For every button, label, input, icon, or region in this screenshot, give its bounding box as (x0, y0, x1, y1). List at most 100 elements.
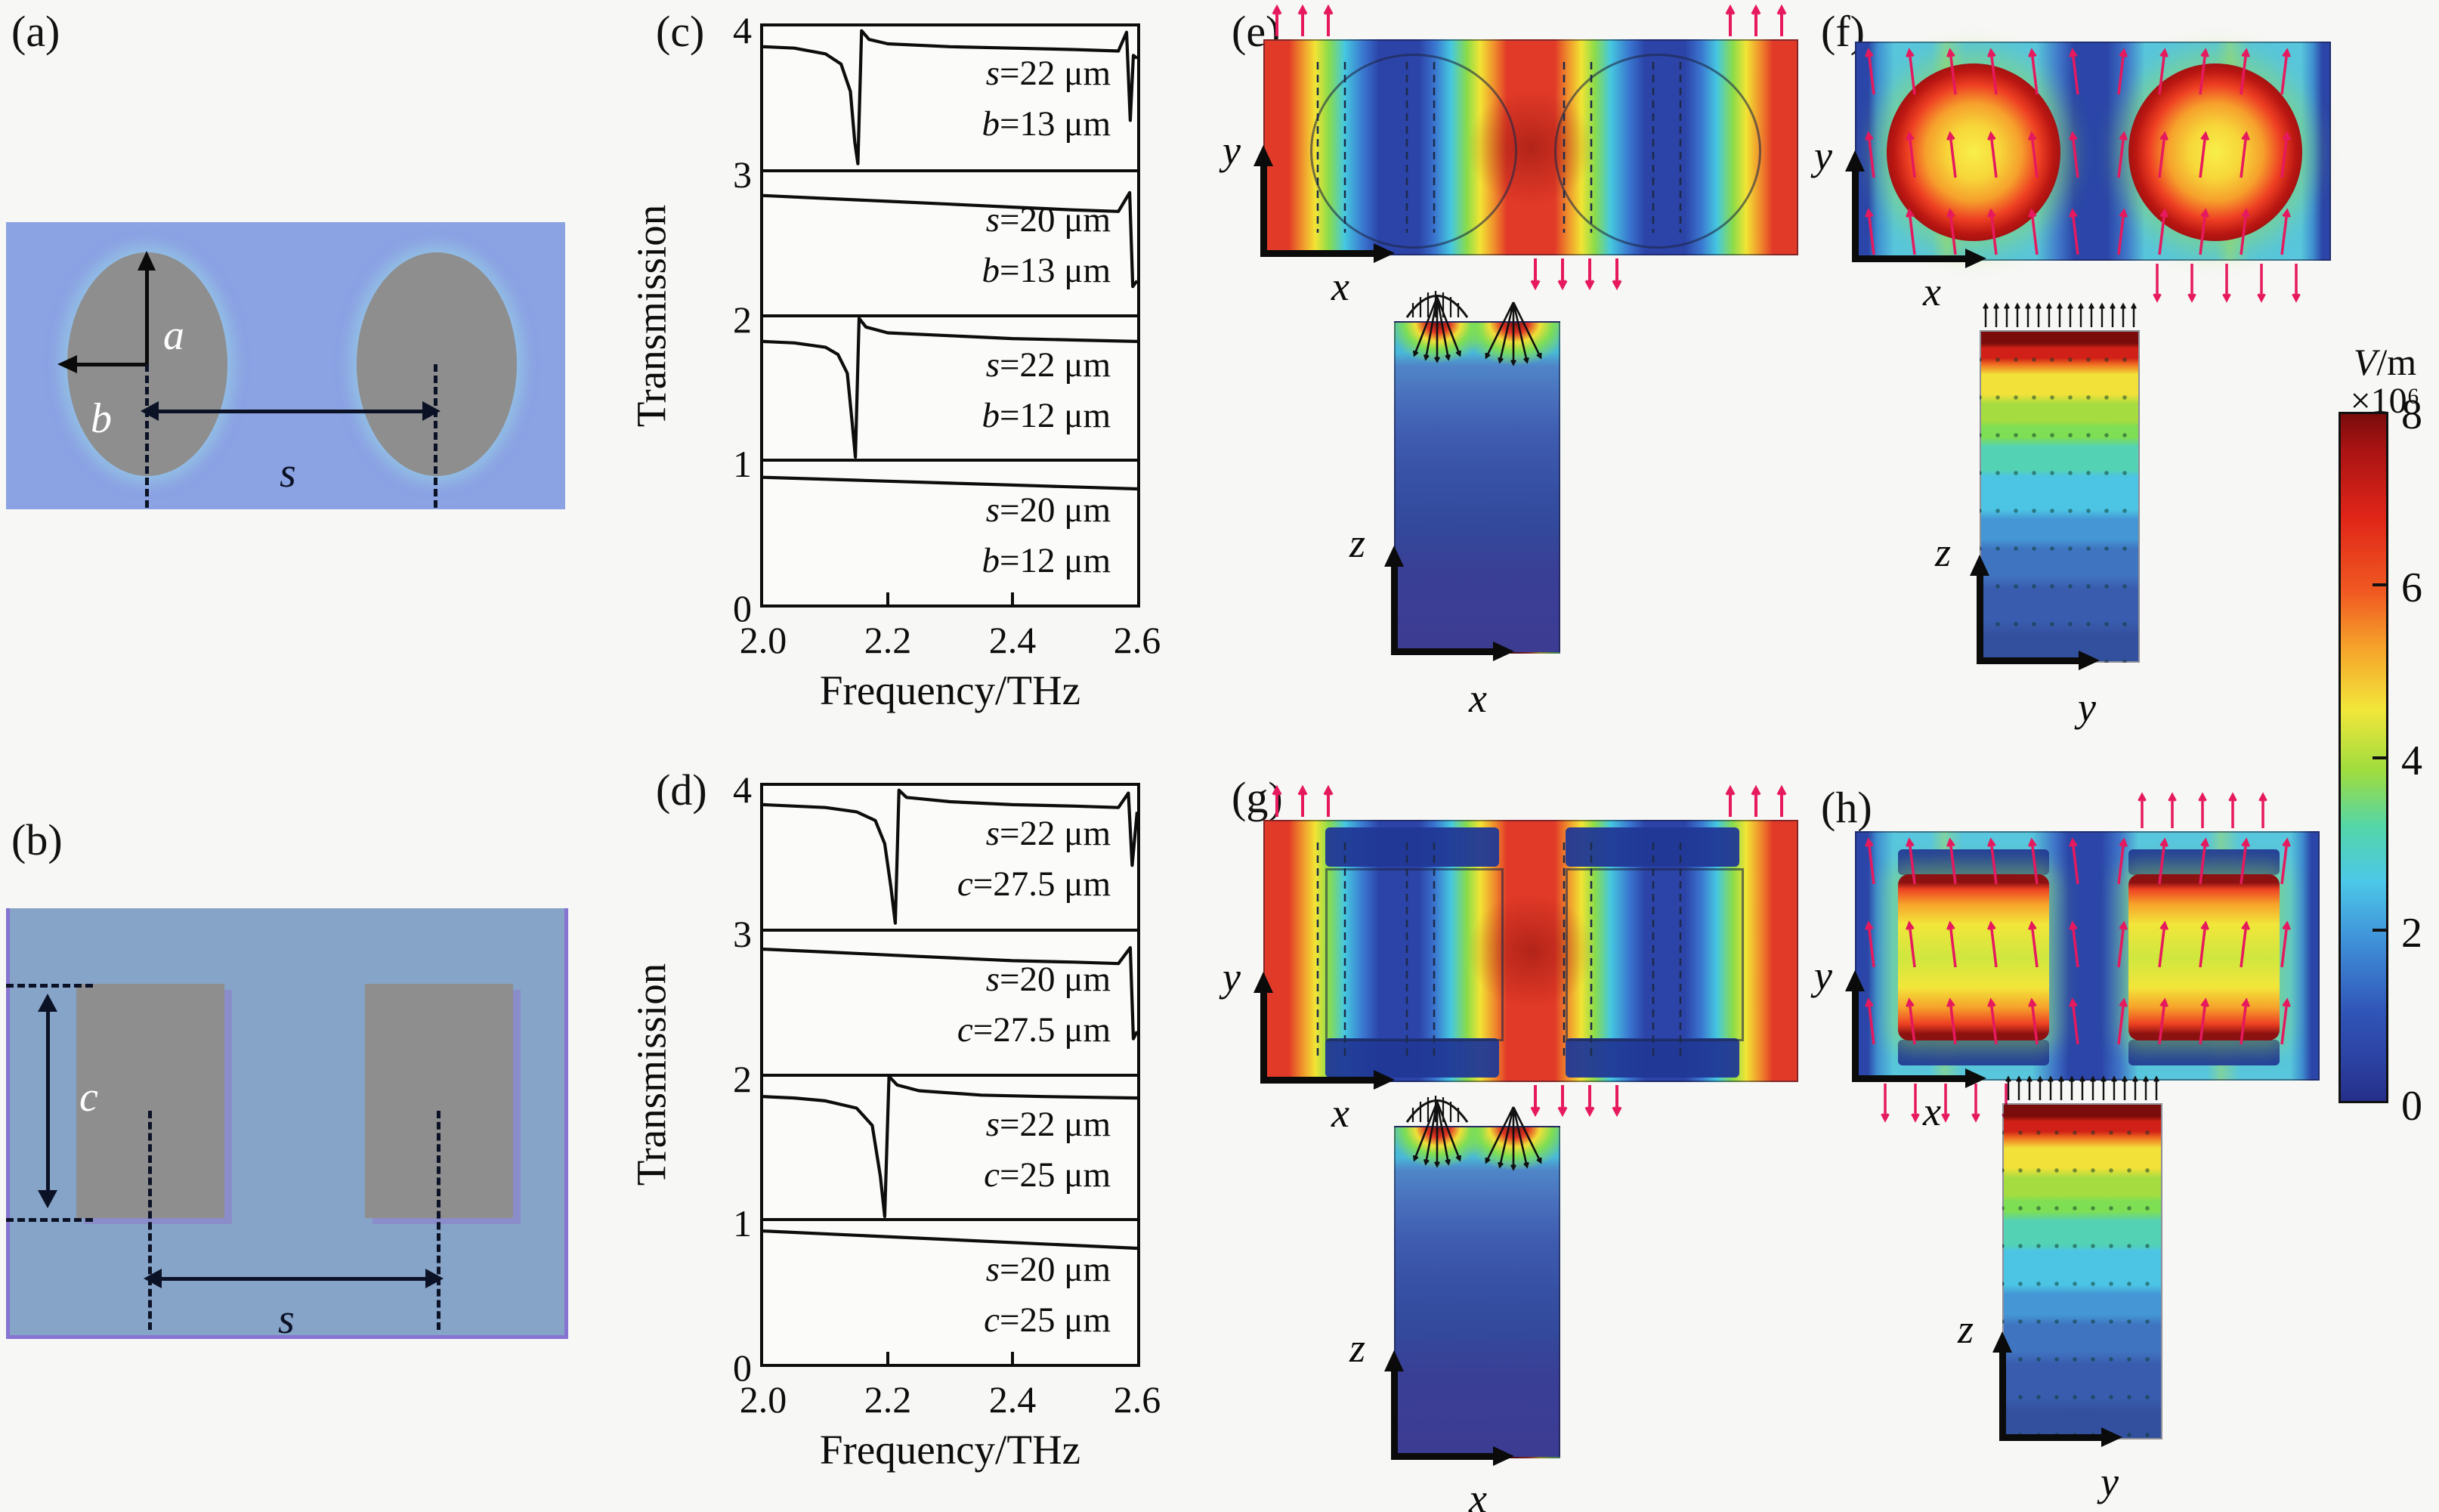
annotation-value: =20 μm (999, 960, 1111, 999)
y-tick-label: 0 (733, 587, 752, 629)
annotation-var: c (984, 1300, 1000, 1340)
dark-cap (1898, 1040, 2049, 1065)
schematic-ellipse-unit-cell: a b s (6, 222, 565, 509)
x-tick-label: 2.0 (739, 1378, 787, 1421)
colorbar-tick-label: 4 (2401, 737, 2422, 784)
dim-label-c: c (79, 1074, 98, 1121)
hot-square (2128, 874, 2280, 1040)
annotation-value: =13 μm (999, 104, 1111, 144)
y-axis-arrow (1999, 1427, 2122, 1447)
dim-arrow-c (38, 994, 57, 1208)
x-tick-mark (886, 1352, 889, 1364)
annotation-value: =20 μm (999, 490, 1111, 530)
hot-ellipse (2128, 63, 2302, 241)
x-axis-title: Frequency/THz (819, 667, 1081, 713)
y-tick-label: 2 (733, 1058, 752, 1100)
y-tick-label: 1 (733, 1202, 752, 1245)
x-tick-label: 2.4 (988, 1378, 1037, 1421)
annotation-value: =12 μm (999, 541, 1111, 580)
colorbar-tick-mark (2373, 929, 2386, 932)
x-tick-label: 2.2 (864, 1378, 912, 1421)
annotation-var: s (985, 490, 1000, 530)
centerline-right-dashed (437, 1111, 441, 1330)
x-tick-mark (1011, 592, 1014, 604)
annotation-var: b (981, 104, 1000, 144)
panel-letter-c: (c) (656, 7, 705, 56)
ellipse-hole-outline (1310, 54, 1517, 249)
x-axis-arrow (1260, 1070, 1395, 1090)
colorbar-tick-mark (2373, 583, 2386, 586)
annotation-value: =27.5 μm (972, 1010, 1111, 1050)
y-axis-title: Transmission (628, 963, 675, 1186)
bell-curve (1405, 1099, 1469, 1123)
curve-annotation: s=22 μm c=27.5 μm (957, 809, 1111, 910)
square-hole-outline (1566, 868, 1744, 1041)
colorbar-tick-mark (2373, 756, 2386, 759)
panel-letter-b: (b) (11, 815, 63, 864)
axis-label-y: y (2078, 685, 2096, 730)
schematic-square-unit-cell: c s (6, 908, 568, 1343)
x-axis-arrow (1852, 249, 1986, 268)
x-tick-mark (1011, 1352, 1014, 1364)
annotation-value: =25 μm (999, 1155, 1111, 1195)
dim-label-a: a (163, 312, 184, 359)
dim-arrow-b (57, 355, 147, 373)
plot-divider (763, 458, 1137, 462)
annotation-value: =22 μm (999, 54, 1111, 93)
y-tick-label: 4 (733, 9, 752, 51)
field-map-g-top (1263, 820, 1798, 1082)
y-axis-arrow (1977, 651, 2100, 670)
axis-label-x: x (1469, 1476, 1487, 1512)
axis-label-x: x (1923, 1089, 1941, 1134)
y-axis-arrow (1845, 970, 1865, 1081)
dim-label-b: b (91, 395, 112, 442)
y-axis-arrow (1254, 145, 1273, 255)
curve-annotation: s=22 μm c=25 μm (984, 1099, 1111, 1201)
annotation-var: c (957, 1010, 973, 1050)
dark-cap (2128, 849, 2280, 875)
annotation-var: b (981, 251, 1000, 290)
y-tick-label: 4 (733, 768, 752, 811)
z-axis-arrow (1384, 1350, 1404, 1458)
annotation-var: s (985, 200, 1000, 240)
annotation-value: =27.5 μm (972, 864, 1111, 904)
x-axis-arrow (1391, 1446, 1514, 1466)
x-tick-label: 2.4 (988, 619, 1037, 661)
annotation-var: s (985, 345, 1000, 385)
annotation-value: =12 μm (999, 396, 1111, 435)
annotation-value: =13 μm (999, 251, 1111, 290)
annotation-value: =22 μm (999, 814, 1111, 853)
field-map-e-top (1263, 39, 1798, 255)
centerline-right-dashed (434, 364, 437, 508)
x-tick-label: 2.2 (864, 619, 912, 661)
panel-letter-h: (h) (1821, 783, 1872, 832)
plot-divider (763, 314, 1137, 317)
plot-divider (763, 1073, 1137, 1077)
axis-label-z: z (1935, 530, 1952, 575)
annotation-var: c (957, 864, 973, 904)
annotation-var: s (985, 1105, 1000, 1144)
annotation-var: b (981, 541, 1000, 580)
square-hole-outline (1325, 868, 1504, 1041)
panel-letter-a: (a) (11, 7, 60, 56)
curve-annotation: s=20 μm c=25 μm (984, 1245, 1111, 1346)
x-axis-title: Frequency/THz (819, 1427, 1081, 1473)
dark-cap (1566, 1038, 1739, 1078)
dim-label-s: s (278, 1296, 295, 1343)
annotation-var: c (984, 1155, 1000, 1195)
dark-cap (1325, 827, 1499, 867)
axis-label-y: y (1814, 953, 1832, 998)
curve-annotation: s=20 μm c=27.5 μm (957, 954, 1111, 1056)
x-axis-arrow (1391, 642, 1514, 661)
y-axis-arrow (1254, 972, 1273, 1082)
annotation-var: s (985, 1250, 1000, 1289)
curve-annotation: s=22 μm b=12 μm (981, 340, 1111, 441)
bell-curve (1405, 295, 1469, 318)
axis-label-z: z (1958, 1306, 1974, 1352)
annotation-var: s (985, 54, 1000, 93)
black-surface-arrows (2005, 1075, 2159, 1100)
dim-label-s: s (280, 450, 296, 496)
hot-square (1898, 874, 2049, 1040)
z-axis-arrow (1384, 546, 1404, 654)
field-map-h-top (1855, 831, 2320, 1081)
